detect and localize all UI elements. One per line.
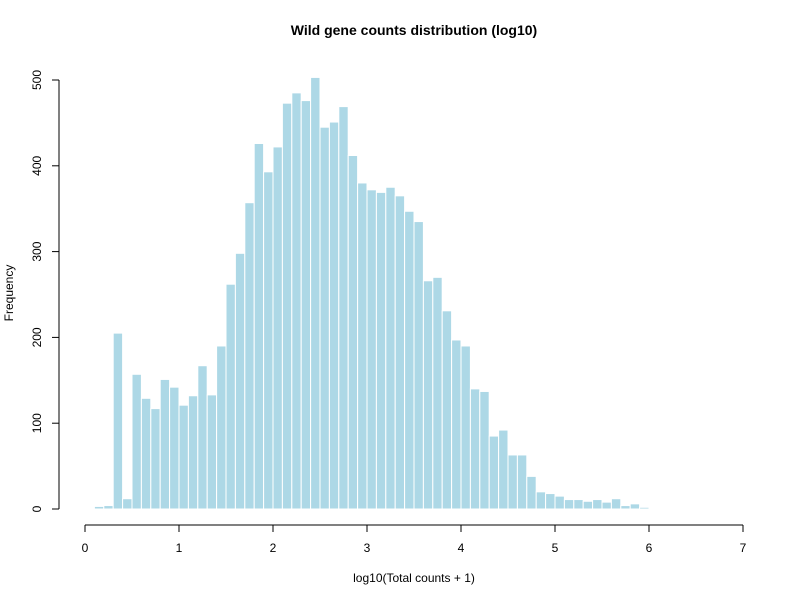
histogram-bar [488, 435, 500, 510]
histogram-bar [657, 507, 669, 510]
histogram-bar [319, 126, 330, 510]
x-tick-label: 5 [552, 541, 559, 555]
histogram-bar [328, 121, 340, 510]
histogram-bar [93, 505, 105, 510]
histogram-bar [498, 429, 509, 510]
histogram-bar [122, 498, 133, 510]
histogram-bar [582, 500, 594, 510]
histogram-bar [178, 404, 189, 510]
histogram-bar [272, 146, 283, 510]
histogram-bar [573, 499, 584, 510]
histogram-bar [169, 386, 180, 510]
x-tick-label: 4 [458, 541, 465, 555]
histogram-bar [150, 408, 161, 510]
histogram-bar [281, 102, 293, 510]
y-tick-label: 500 [30, 70, 44, 90]
bars-group [93, 76, 678, 510]
histogram-bar [103, 505, 114, 510]
histogram-bar [112, 332, 124, 510]
histogram-bar [310, 76, 321, 510]
histogram-bar [545, 493, 556, 510]
histogram-bar [291, 92, 302, 510]
histogram-bar [648, 507, 659, 510]
chart-title: Wild gene counts distribution (log10) [291, 22, 537, 38]
histogram-bar [140, 397, 152, 510]
histogram-bar [375, 191, 387, 510]
histogram-bar [253, 142, 265, 510]
histogram-bar [629, 503, 641, 510]
histogram-bar [667, 507, 678, 510]
histogram-bar [432, 276, 443, 510]
histogram-bar [535, 491, 547, 510]
histogram-bar [385, 186, 396, 510]
histogram-bar [404, 210, 415, 510]
histogram-bar [187, 395, 199, 510]
y-tick-label: 200 [30, 327, 44, 347]
x-tick-label: 2 [270, 541, 277, 555]
histogram-bar [366, 189, 377, 510]
histogram-bar [234, 252, 246, 510]
histogram-bar [479, 390, 490, 510]
histogram-bar [300, 100, 312, 510]
histogram-bar [244, 202, 255, 510]
y-tick-label: 400 [30, 155, 44, 175]
y-tick-label: 100 [30, 413, 44, 433]
histogram-bar [206, 394, 218, 510]
y-tick-label: 300 [30, 241, 44, 261]
histogram-bar [554, 495, 565, 510]
y-tick-label: 0 [30, 505, 44, 512]
histogram-bar [413, 221, 424, 510]
x-tick-label: 6 [646, 541, 653, 555]
histogram-bar [197, 365, 208, 510]
histogram-bar [422, 280, 434, 510]
histogram-bar [601, 501, 612, 510]
histogram-bar [563, 499, 575, 510]
histogram-bar [159, 378, 171, 510]
x-tick-label: 3 [364, 541, 371, 555]
histogram-bar [347, 155, 359, 510]
histogram-bar [451, 339, 462, 510]
histogram-bar [526, 475, 537, 510]
x-tick-label: 1 [176, 541, 183, 555]
histogram-bar [507, 454, 518, 510]
histogram-bar [460, 345, 471, 510]
histogram-bar [225, 283, 236, 510]
y-axis: 0 100 200 300 400 500 [30, 70, 60, 512]
x-tick-label: 7 [740, 541, 747, 555]
histogram-bar [394, 195, 406, 510]
histogram-bar [620, 505, 631, 510]
x-axis-label: log10(Total counts + 1) [353, 571, 475, 585]
histogram-bar [263, 171, 274, 510]
histogram-bar [639, 506, 650, 510]
histogram-bar [469, 388, 481, 510]
histogram-bar [216, 345, 227, 510]
histogram-bar [441, 310, 453, 510]
histogram-bar [592, 499, 603, 510]
x-axis: 0 1 2 3 4 5 6 7 [82, 524, 747, 555]
histogram-bar [610, 498, 622, 510]
x-tick-label: 0 [82, 541, 89, 555]
histogram-bar [338, 106, 349, 510]
y-axis-label: Frequency [2, 265, 16, 322]
histogram-bar [516, 454, 528, 510]
histogram-bar [357, 182, 368, 510]
histogram-bar [131, 373, 142, 510]
